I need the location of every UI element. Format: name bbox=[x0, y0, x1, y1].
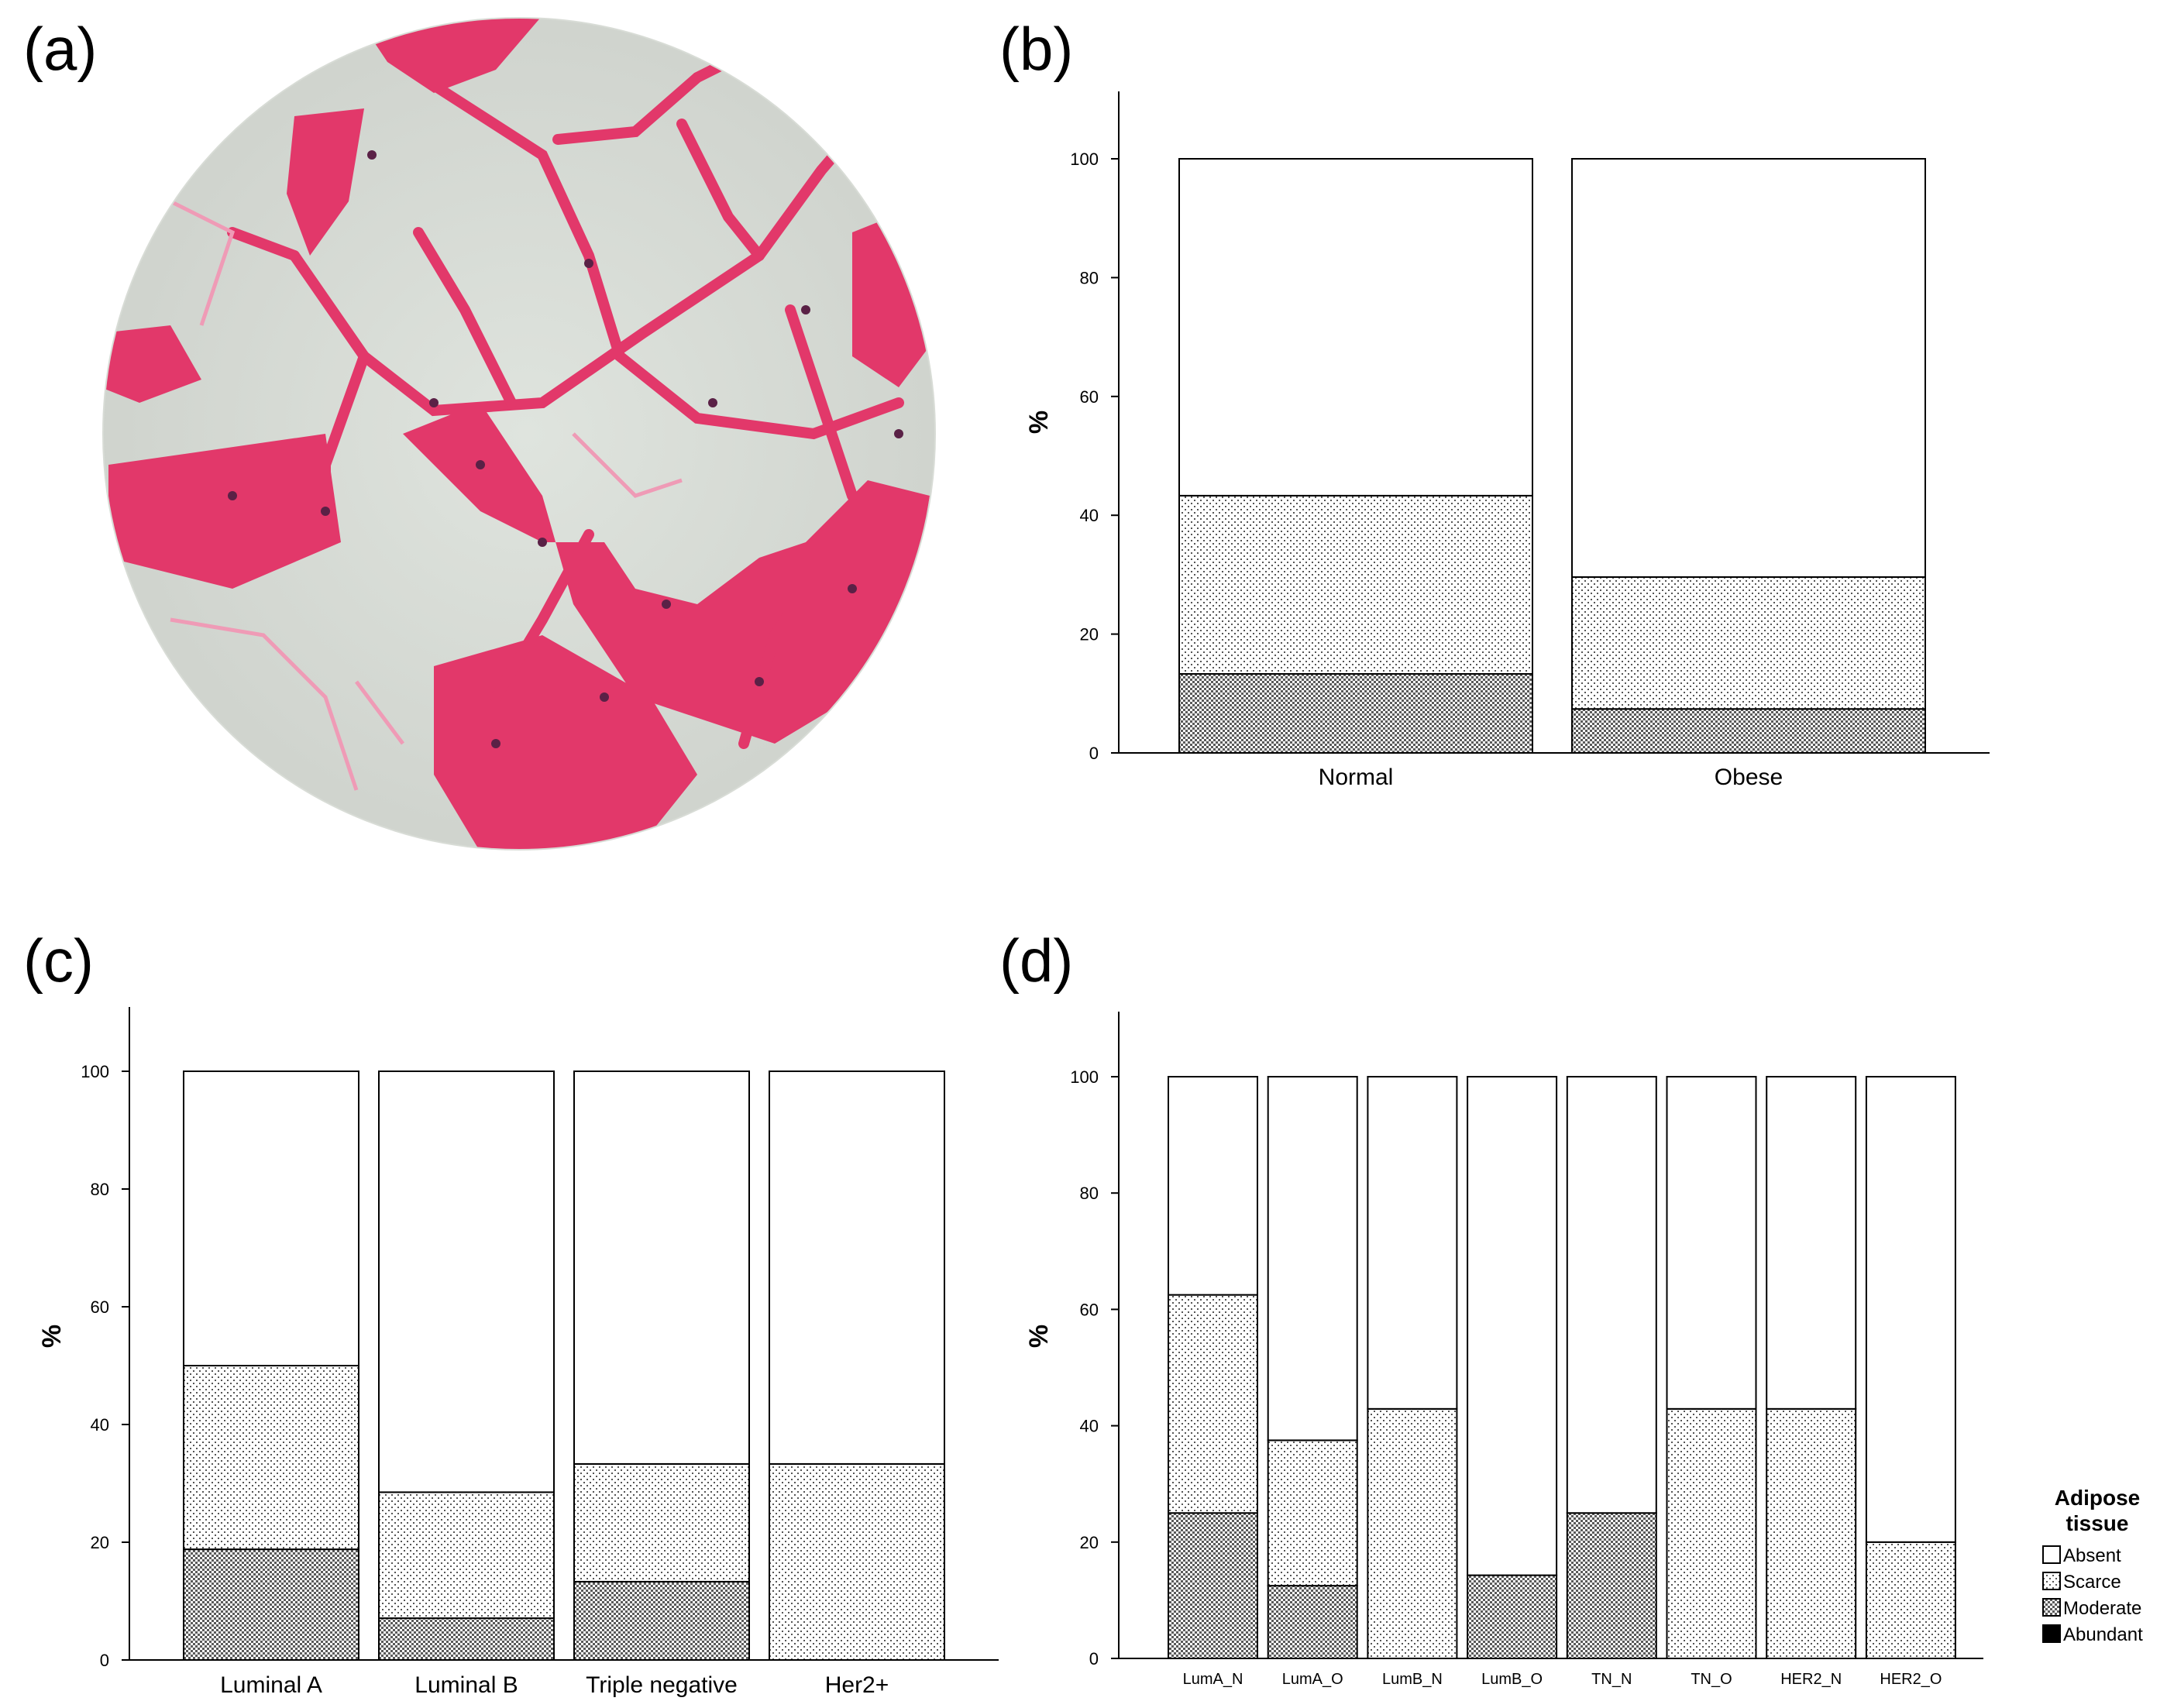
legend-swatch-scarce bbox=[2042, 1572, 2061, 1590]
y-tick-label: 80 bbox=[91, 1180, 109, 1199]
bar-segment-absent bbox=[1178, 158, 1533, 497]
legend-title-line2: tissue bbox=[2066, 1511, 2129, 1535]
bar-segment-absent bbox=[1267, 1076, 1358, 1442]
legend-label-absent: Absent bbox=[2063, 1545, 2121, 1566]
bar-segment-moderate bbox=[1168, 1512, 1258, 1659]
panel-label-a: (a) bbox=[23, 15, 98, 83]
bar-segment-absent bbox=[1766, 1076, 1857, 1410]
y-tick-label: 20 bbox=[1080, 1533, 1099, 1552]
legend-label-moderate: Moderate bbox=[2063, 1598, 2141, 1619]
y-tick-label: 0 bbox=[100, 1651, 109, 1670]
y-tick-label: 60 bbox=[91, 1297, 109, 1317]
bar-segment-absent bbox=[573, 1071, 750, 1465]
bar-segment-moderate bbox=[1267, 1585, 1358, 1659]
bar-segment-absent bbox=[183, 1071, 359, 1366]
chart-panel-c: 0 20 40 60 80 100% Luminal A Luminal B Triple ne… bbox=[37, 1007, 999, 1698]
legend-label-scarce: Scarce bbox=[2063, 1572, 2121, 1593]
y-tick-label: 0 bbox=[1089, 1649, 1099, 1668]
x-tick-label: LumA_O bbox=[1282, 1671, 1343, 1688]
y-axis-label: % bbox=[1024, 1325, 1054, 1348]
legend-title-line1: Adipose bbox=[2055, 1486, 2140, 1510]
panel-label-b: (b) bbox=[999, 15, 1074, 83]
y-tick-label: 80 bbox=[1080, 268, 1099, 287]
y-tick-label: 60 bbox=[1080, 1300, 1099, 1319]
y-tick-label: 20 bbox=[1080, 625, 1099, 644]
y-tick-label: 0 bbox=[1089, 744, 1099, 763]
y-axis-label: % bbox=[1024, 411, 1054, 434]
bar-segment-moderate bbox=[1467, 1574, 1558, 1660]
panel-label-d: (d) bbox=[999, 926, 1074, 995]
legend: Adipose tissue Absent Scarce Moderate Abund… bbox=[2042, 1486, 2143, 1645]
bar-segment-absent bbox=[1168, 1076, 1258, 1296]
legend-swatch-moderate bbox=[2042, 1598, 2061, 1617]
bar-segment-scarce bbox=[378, 1491, 555, 1620]
x-tick-label: Luminal A bbox=[220, 1672, 322, 1698]
x-tick-label: Her2+ bbox=[825, 1672, 889, 1698]
bar-segment-absent bbox=[378, 1071, 555, 1493]
bar-segment-absent bbox=[1367, 1076, 1458, 1410]
chart-panel-b: 0 20 40 60 80 100% Normal Obese bbox=[1024, 91, 1990, 790]
x-tick-label: Obese bbox=[1715, 765, 1783, 790]
bar-segment-scarce bbox=[769, 1462, 945, 1662]
panel-label-c: (c) bbox=[23, 926, 94, 995]
x-tick-label: TN_O bbox=[1691, 1671, 1732, 1688]
y-tick-label: 40 bbox=[1080, 506, 1099, 525]
bar-segment-scarce bbox=[1666, 1407, 1757, 1660]
bar-segment-moderate bbox=[183, 1548, 359, 1661]
bar-segment-absent bbox=[1865, 1076, 1956, 1543]
bar-segment-absent bbox=[1666, 1076, 1757, 1410]
legend-swatch-absent bbox=[2042, 1545, 2061, 1564]
bar-segment-moderate bbox=[1178, 672, 1533, 754]
bar-segment-absent bbox=[1467, 1076, 1558, 1576]
bar-segment-absent bbox=[1571, 158, 1926, 578]
y-tick-label: 60 bbox=[1080, 387, 1099, 407]
y-tick-label: 100 bbox=[1070, 1067, 1099, 1087]
x-tick-label: Normal bbox=[1319, 765, 1394, 790]
x-tick-label: LumB_N bbox=[1382, 1671, 1443, 1688]
y-tick-label: 40 bbox=[91, 1415, 109, 1435]
bar-segment-moderate bbox=[1566, 1512, 1657, 1659]
bar-segment-scarce bbox=[1168, 1294, 1258, 1514]
bar-segment-absent bbox=[769, 1071, 945, 1465]
bar-segment-scarce bbox=[1178, 494, 1533, 675]
bar-segment-moderate bbox=[1571, 708, 1926, 754]
bar-segment-moderate bbox=[378, 1617, 555, 1662]
legend-swatch-abundant bbox=[2042, 1624, 2061, 1643]
bar-segment-scarce bbox=[1367, 1407, 1458, 1660]
y-axis-label: % bbox=[37, 1325, 67, 1348]
bar-segment-moderate bbox=[573, 1580, 750, 1662]
x-tick-label: TN_N bbox=[1591, 1671, 1632, 1688]
x-tick-label: LumB_O bbox=[1481, 1671, 1543, 1688]
bar-segment-scarce bbox=[1766, 1407, 1857, 1660]
x-tick-label: LumA_N bbox=[1183, 1671, 1243, 1688]
chart-panel-d: 0 20 40 60 80 100% LumA_N LumA_O LumB_N LumB_O TN_… bbox=[1024, 1012, 1983, 1688]
bar-segment-absent bbox=[1566, 1076, 1657, 1514]
x-tick-label: Luminal B bbox=[414, 1672, 518, 1698]
bar-segment-scarce bbox=[183, 1365, 359, 1551]
bar-segment-scarce bbox=[1571, 576, 1926, 710]
legend-label-abundant: Abundant bbox=[2063, 1624, 2143, 1645]
y-tick-label: 40 bbox=[1080, 1417, 1099, 1436]
y-tick-label: 80 bbox=[1080, 1184, 1099, 1203]
y-tick-label: 100 bbox=[1070, 149, 1099, 169]
x-tick-label: HER2_N bbox=[1780, 1671, 1842, 1688]
histology-micrograph bbox=[102, 17, 936, 851]
bar-segment-scarce bbox=[1267, 1439, 1358, 1587]
bar-segment-scarce bbox=[1865, 1541, 1956, 1660]
y-tick-label: 20 bbox=[91, 1533, 109, 1552]
y-tick-label: 100 bbox=[81, 1062, 109, 1081]
x-tick-label: HER2_O bbox=[1880, 1671, 1942, 1688]
x-tick-label: Triple negative bbox=[586, 1672, 738, 1698]
bar-segment-scarce bbox=[573, 1462, 750, 1583]
